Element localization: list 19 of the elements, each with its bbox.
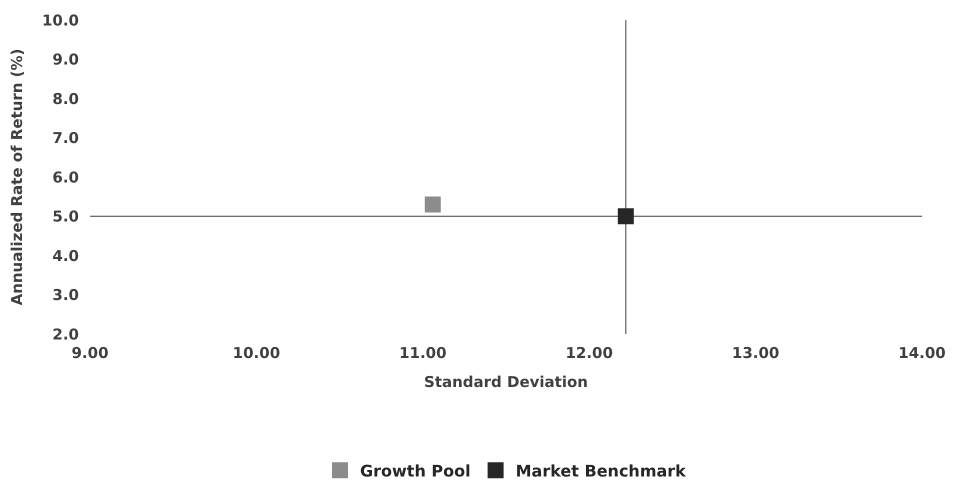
x-tick-label: 10.00 [232, 344, 280, 362]
y-tick-label: 9.0 [52, 50, 79, 68]
x-tick-label: 9.00 [71, 344, 109, 362]
x-tick-label: 12.00 [565, 344, 613, 362]
x-axis-title: Standard Deviation [424, 373, 588, 391]
legend-label: Market Benchmark [516, 461, 686, 480]
y-tick-label: 2.0 [52, 325, 79, 344]
x-tick-label: 13.00 [732, 344, 780, 362]
y-tick-label: 5.0 [52, 208, 79, 226]
y-tick-label: 6.0 [52, 168, 79, 186]
y-axis-title: Annualized Rate of Return (%) [8, 48, 26, 306]
y-tick-label: 8.0 [52, 90, 79, 108]
legend-label: Growth Pool [360, 461, 471, 480]
y-tick-label: 7.0 [52, 129, 79, 147]
x-tick-label: 11.00 [399, 344, 447, 362]
y-tick-label: 4.0 [52, 246, 79, 265]
y-tick-label: 10.0 [42, 11, 79, 30]
y-tick-label: 3.0 [52, 286, 79, 304]
x-tick-label: 14.00 [898, 344, 946, 362]
